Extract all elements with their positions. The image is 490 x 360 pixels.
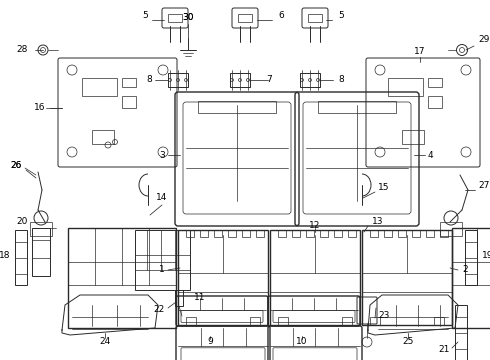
Bar (186, 317, 196, 325)
Text: 14: 14 (156, 194, 168, 202)
Text: 10: 10 (296, 338, 308, 346)
Bar (200, 230, 208, 237)
Bar (388, 78, 423, 96)
Text: 6: 6 (278, 10, 284, 19)
Text: 29: 29 (478, 36, 490, 45)
Bar (292, 230, 300, 237)
Bar (434, 317, 444, 325)
Bar (370, 317, 380, 325)
Bar (308, 14, 322, 22)
Text: 1: 1 (159, 266, 165, 274)
Bar (440, 222, 462, 236)
Bar (32, 228, 50, 276)
Bar (256, 230, 264, 237)
Bar (426, 230, 434, 237)
Bar (334, 230, 342, 237)
Text: 23: 23 (378, 310, 390, 320)
Bar (82, 78, 117, 96)
Bar (175, 290, 183, 306)
Text: 13: 13 (372, 217, 384, 226)
Bar (15, 230, 27, 285)
Text: 30: 30 (182, 13, 194, 22)
Bar (455, 305, 467, 360)
Text: 26: 26 (11, 161, 22, 170)
Bar (122, 96, 136, 108)
Bar (30, 222, 52, 236)
Bar (362, 230, 452, 325)
Bar (318, 101, 396, 113)
Text: 30: 30 (182, 13, 194, 22)
Bar (230, 73, 250, 87)
Bar (135, 230, 190, 290)
Text: 25: 25 (402, 338, 414, 346)
Bar (214, 230, 222, 237)
Text: 11: 11 (194, 293, 206, 302)
Text: 3: 3 (159, 150, 165, 159)
Bar (250, 317, 260, 325)
Bar (306, 230, 314, 237)
Text: 27: 27 (478, 180, 490, 189)
Bar (168, 14, 182, 22)
Bar (465, 230, 477, 285)
Bar (238, 14, 252, 22)
Text: 9: 9 (207, 338, 213, 346)
Bar (122, 78, 136, 87)
Bar (384, 230, 392, 237)
Bar (300, 73, 320, 87)
Text: 8: 8 (146, 76, 152, 85)
Bar (198, 101, 276, 113)
Bar (278, 230, 286, 237)
Bar (320, 230, 328, 237)
Bar (370, 230, 378, 237)
Bar (178, 230, 268, 325)
Bar (452, 228, 490, 328)
Text: 5: 5 (142, 10, 148, 19)
Bar (270, 230, 360, 325)
Text: 28: 28 (17, 45, 28, 54)
Bar (412, 230, 420, 237)
Bar (342, 317, 352, 325)
Bar (228, 230, 236, 237)
Bar (440, 230, 448, 237)
Bar (168, 73, 188, 87)
Text: 20: 20 (17, 217, 28, 226)
Text: 8: 8 (338, 76, 344, 85)
Bar (348, 230, 356, 237)
Text: 4: 4 (428, 150, 434, 159)
Bar (428, 96, 442, 108)
Text: 19: 19 (482, 251, 490, 260)
Text: 21: 21 (439, 346, 450, 355)
Text: 12: 12 (309, 220, 320, 230)
Text: 15: 15 (378, 184, 390, 193)
Text: 22: 22 (154, 306, 165, 315)
Text: 2: 2 (462, 266, 467, 274)
Bar (398, 230, 406, 237)
Bar (186, 230, 194, 237)
Bar (402, 130, 424, 144)
Text: 16: 16 (33, 104, 45, 112)
Bar (278, 317, 288, 325)
Bar (92, 130, 114, 144)
Text: 17: 17 (414, 48, 426, 57)
Bar (428, 78, 442, 87)
Text: 5: 5 (338, 10, 344, 19)
Text: 26: 26 (11, 161, 22, 170)
Text: 24: 24 (99, 338, 111, 346)
Text: 18: 18 (0, 251, 10, 260)
Bar (242, 230, 250, 237)
Text: 7: 7 (266, 76, 272, 85)
Bar (68, 228, 176, 328)
